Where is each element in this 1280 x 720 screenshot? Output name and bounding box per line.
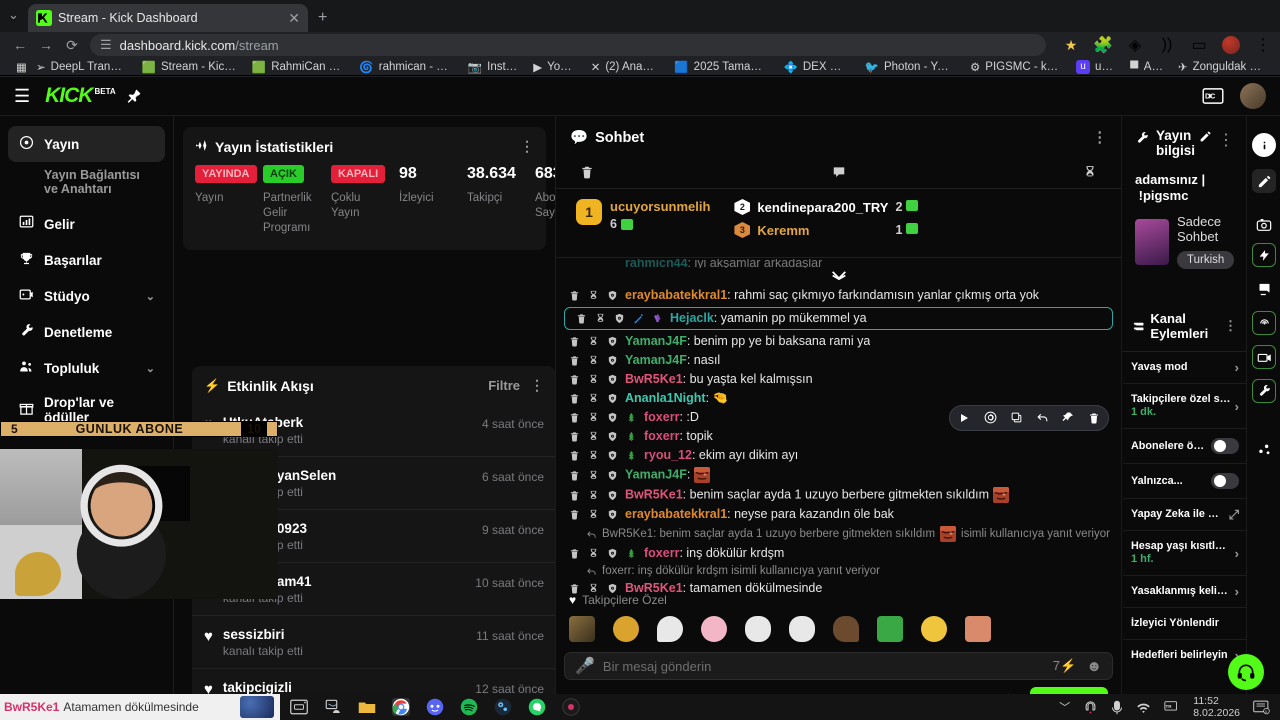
svg-text:3: 3 xyxy=(1265,709,1267,713)
svg-text:TR: TR xyxy=(1166,704,1173,709)
svg-text:DC: DC xyxy=(1205,93,1215,101)
